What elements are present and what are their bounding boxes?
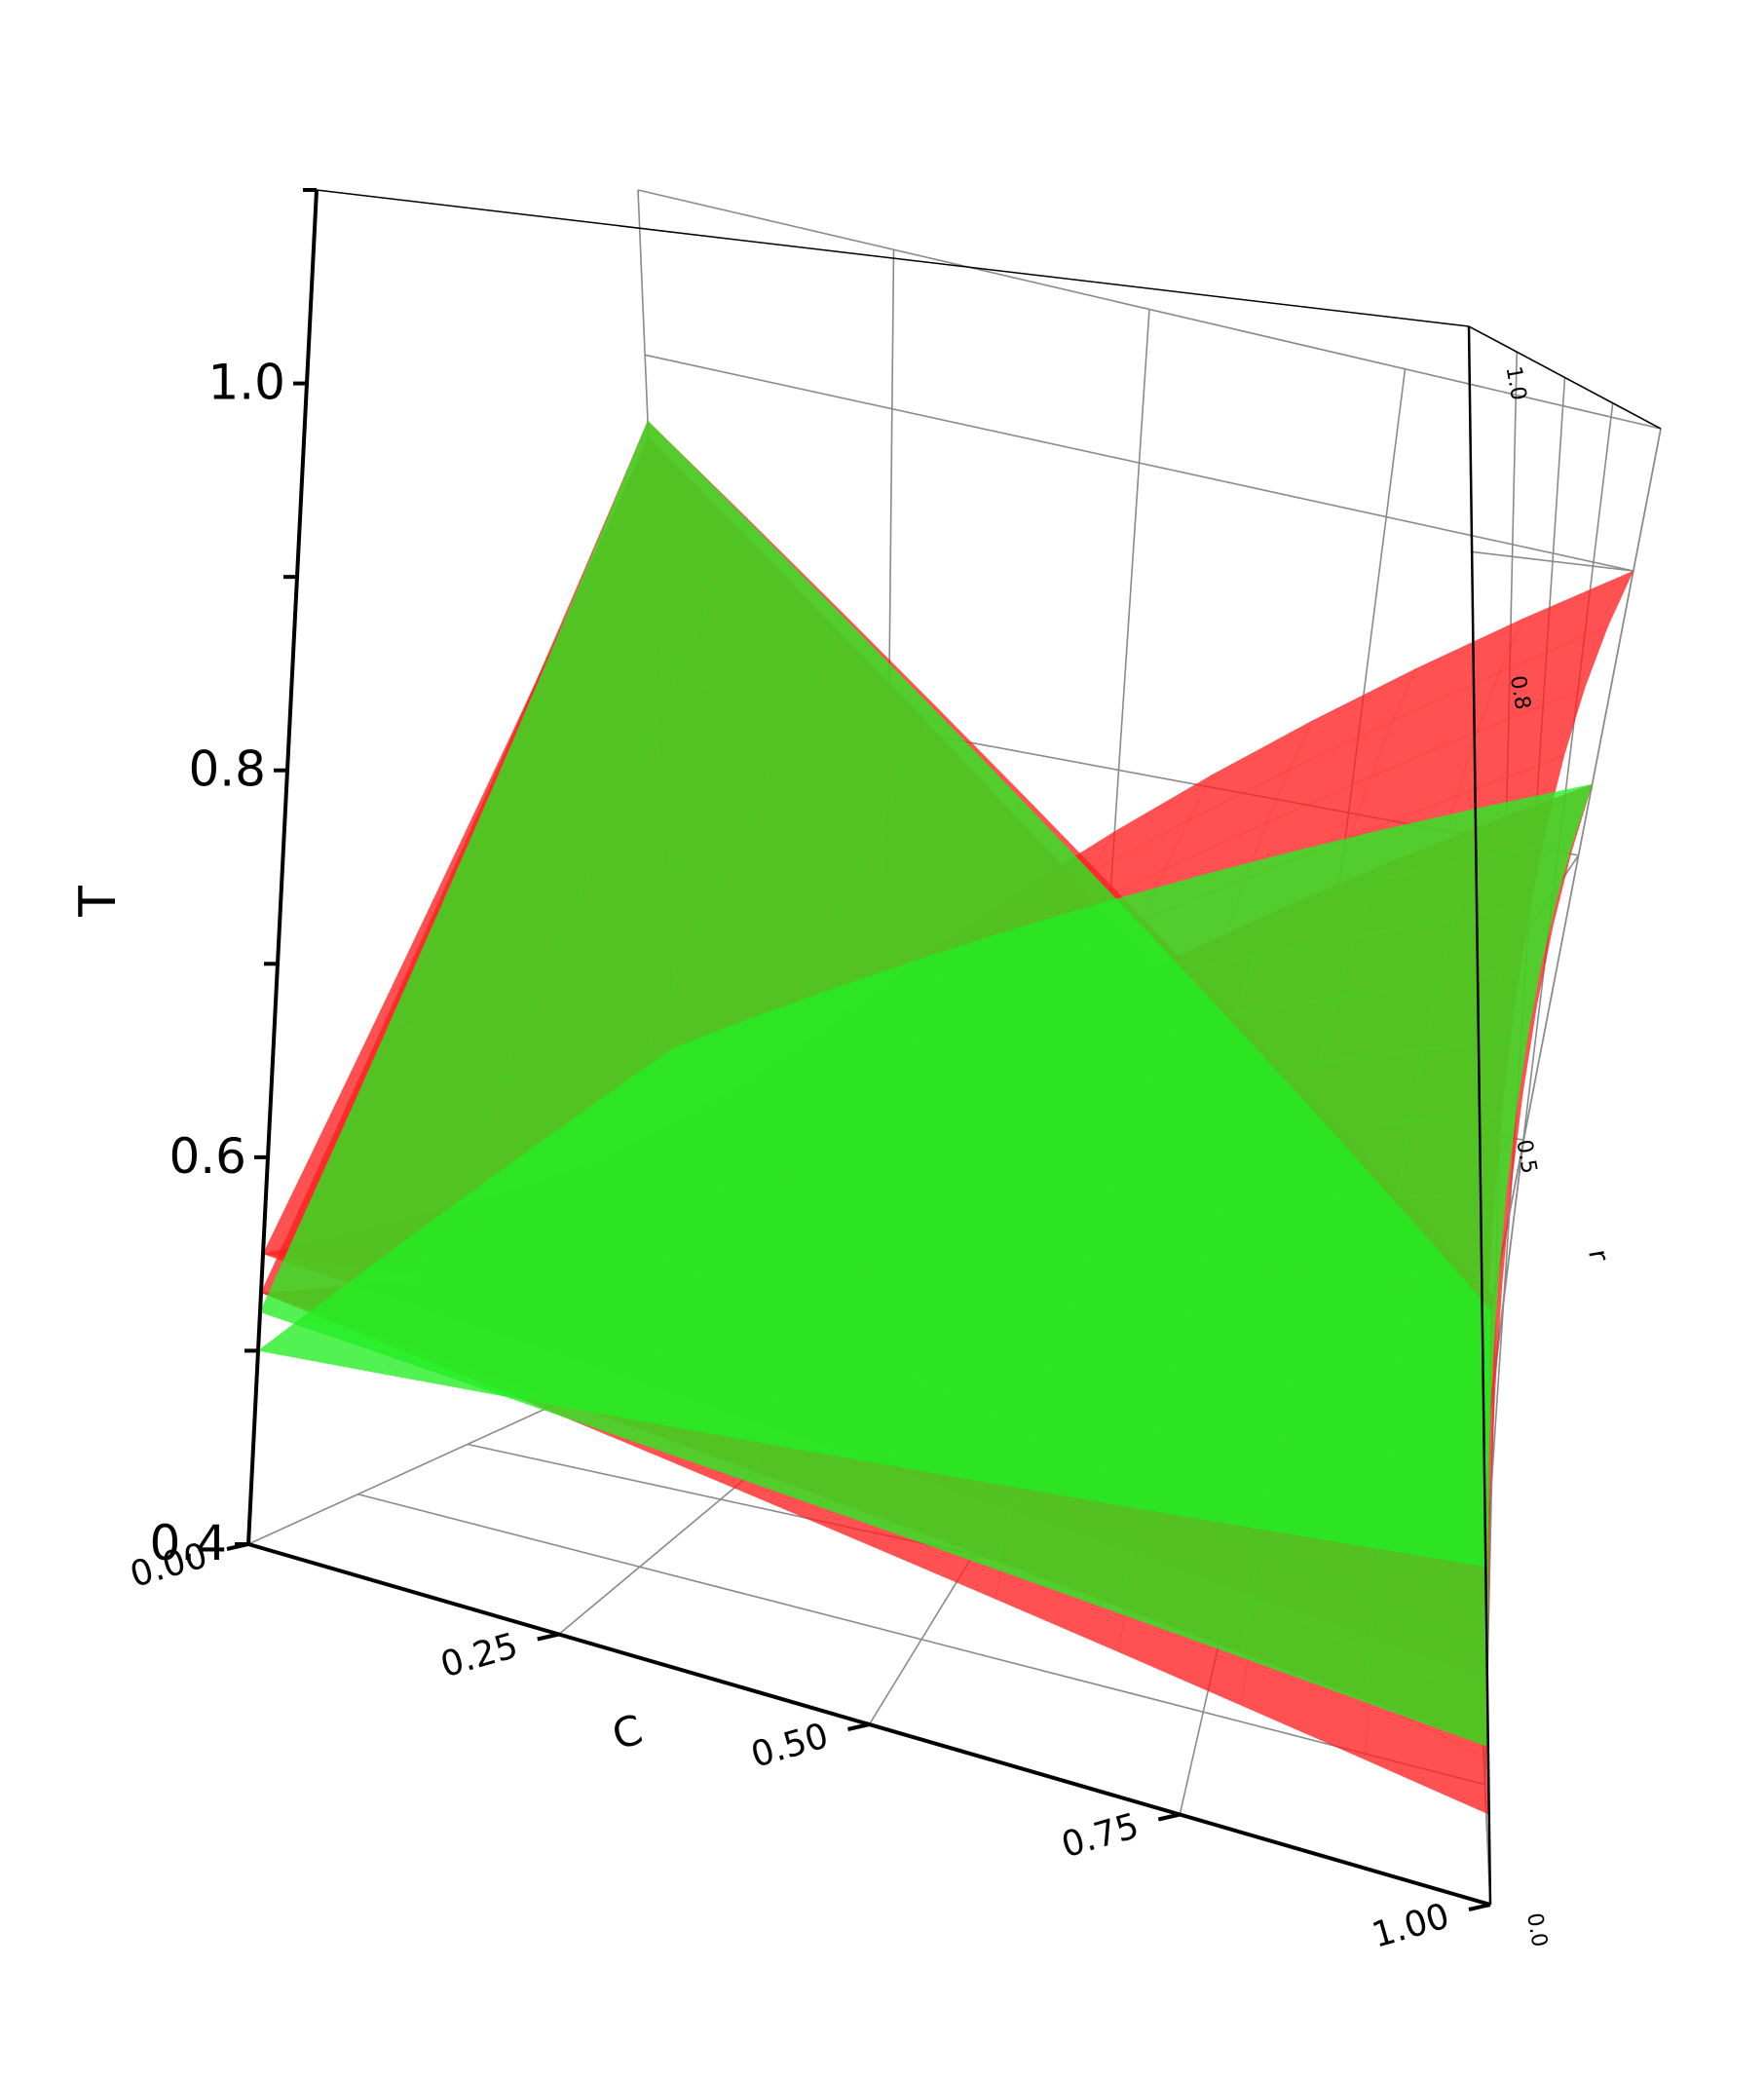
surface-facet <box>1472 783 1594 860</box>
surface-facet <box>1262 1276 1388 1364</box>
surface-facet <box>1386 1192 1507 1280</box>
surface-facet <box>1377 1278 1499 1371</box>
top-frame-line <box>1468 325 1662 430</box>
surface-facet <box>1275 1197 1399 1279</box>
x-axis-title: C <box>607 1705 648 1759</box>
y-tick-label: 0.8 <box>1505 674 1535 712</box>
y-tick-label: 1.0 <box>1501 364 1531 402</box>
y-tick-label: 0.5 <box>1511 1138 1541 1176</box>
x-axis-tick <box>1468 1903 1491 1911</box>
x-axis-tick <box>847 1722 870 1731</box>
x-tick-label: 0.25 <box>436 1626 522 1686</box>
axis-layer <box>226 188 1662 1911</box>
surface-5 <box>257 783 1594 1568</box>
surface-facet <box>1289 1120 1410 1203</box>
z-tick-label: 0.6 <box>169 1128 246 1185</box>
z-axis-title: T <box>69 886 128 918</box>
x-tick-label: 0.00 <box>126 1535 211 1596</box>
surface-facet <box>1032 1273 1165 1350</box>
x-tick-label: 1.00 <box>1368 1896 1453 1956</box>
x-axis-tick <box>226 1542 249 1551</box>
surface-facet <box>1014 1341 1149 1426</box>
back-wall-gridline <box>644 354 1634 572</box>
z-tick-label: 1.0 <box>207 355 285 411</box>
surface-facet <box>1409 1037 1528 1122</box>
surface-facet <box>895 1333 1034 1413</box>
floor-gridline <box>357 1493 1485 1786</box>
surface-facet <box>918 1270 1054 1343</box>
z-axis-line <box>246 189 319 1545</box>
x-axis-tick <box>1157 1812 1181 1822</box>
surface-facet <box>1181 1129 1305 1206</box>
y-tick-label: 0.0 <box>1521 1911 1552 1949</box>
x-tick-label: 0.75 <box>1057 1806 1143 1867</box>
top-frame-line <box>316 189 1470 327</box>
x-axis-tick <box>537 1632 560 1642</box>
x-tick-label: 0.50 <box>747 1716 833 1776</box>
surface-facet <box>1163 1201 1291 1278</box>
surface-facet <box>1133 1348 1264 1440</box>
surface-facet <box>1363 1452 1489 1568</box>
surface-facet <box>1251 1356 1378 1454</box>
y-axis-title: r <box>1582 1247 1616 1265</box>
y-axis-line <box>1467 325 1492 1906</box>
side-wall-gridline <box>1472 550 1633 572</box>
back-wall-gridline <box>637 189 1662 430</box>
z-tick-label: 0.8 <box>188 741 266 798</box>
surface-facet <box>1498 570 1634 673</box>
surface-facet <box>1147 1275 1277 1357</box>
z-tick-label: 0.4 <box>149 1515 227 1571</box>
surface-facet <box>1370 1363 1493 1466</box>
surface-facet <box>1052 1205 1182 1276</box>
surface-facet <box>1397 1113 1517 1198</box>
surface-layer <box>257 420 1634 1815</box>
